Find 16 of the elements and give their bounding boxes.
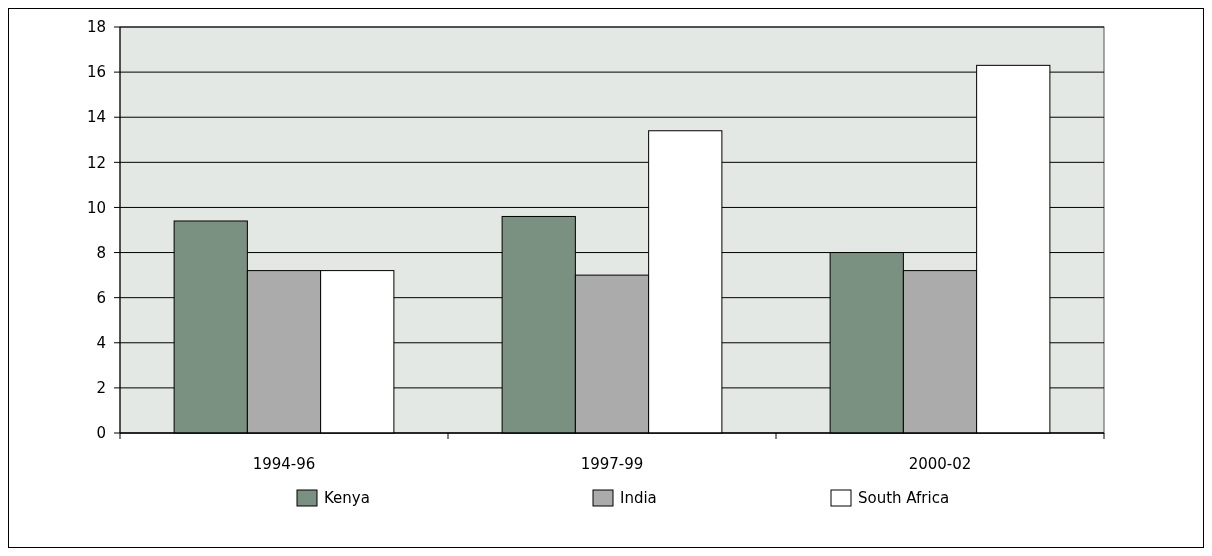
y-tick-label: 10 (86, 198, 106, 217)
y-tick-label: 0 (96, 424, 106, 443)
y-tick-label: 16 (86, 63, 106, 82)
y-tick-label: 2 (96, 379, 106, 398)
y-tick-label: 4 (96, 334, 106, 353)
legend-label: Kenya (324, 489, 370, 508)
x-tick-label: 1997-99 (580, 455, 644, 474)
x-tick-label: 1994-96 (252, 455, 316, 474)
legend-label: India (620, 489, 657, 508)
y-tick-label: 18 (86, 18, 106, 37)
y-tick-label: 12 (86, 153, 106, 172)
y-tick-label: 8 (96, 243, 106, 262)
legend-label: South Africa (858, 489, 950, 508)
y-tick-label: 14 (86, 108, 106, 127)
y-tick-label: 6 (96, 288, 106, 307)
x-tick-label: 2000-02 (908, 455, 972, 474)
